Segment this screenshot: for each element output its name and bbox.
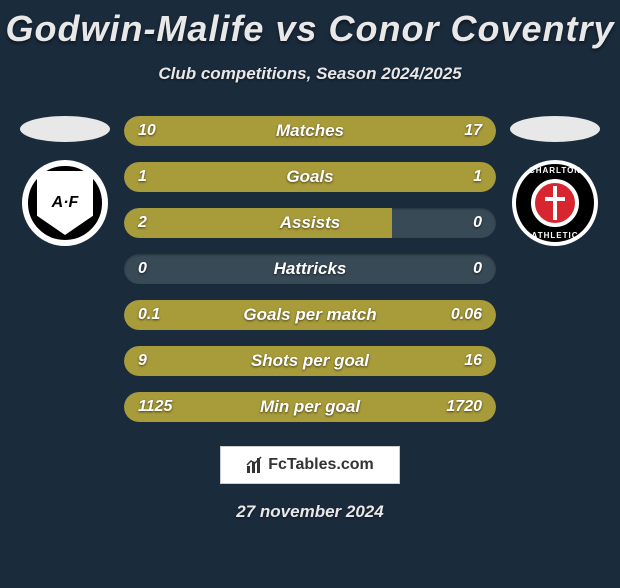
stat-row: 9Shots per goal16 [124,346,496,376]
stat-bars: 10Matches171Goals12Assists00Hattricks00.… [120,116,500,438]
stat-row: 2Assists0 [124,208,496,238]
chart-icon [246,456,264,474]
stat-row: 1Goals1 [124,162,496,192]
player-right-column: CHARLTON ATHLETIC [500,116,610,438]
badge-right-center-icon [531,179,579,227]
stat-value-right: 1 [473,162,482,192]
badge-left-shield-icon: A·F [37,171,93,235]
badge-right-text-top: CHARLTON [516,166,594,175]
comparison-body: A·F 10Matches171Goals12Assists00Hattrick… [0,116,620,438]
badge-right-text-bot: ATHLETIC [516,231,594,240]
stat-label: Hattricks [124,254,496,284]
footer-brand: FcTables.com [220,446,400,484]
stat-row: 0.1Goals per match0.06 [124,300,496,330]
comparison-subtitle: Club competitions, Season 2024/2025 [0,64,620,84]
stat-value-right: 1720 [446,392,482,422]
footer-brand-text: FcTables.com [268,456,374,474]
stat-label: Goals [124,162,496,192]
stat-value-right: 16 [464,346,482,376]
player-left-club-badge: A·F [22,160,108,246]
player-left-photo [20,116,110,142]
stat-value-right: 0 [473,208,482,238]
stat-row: 0Hattricks0 [124,254,496,284]
stat-value-right: 17 [464,116,482,146]
stat-label: Shots per goal [124,346,496,376]
sword-icon [553,186,557,220]
stat-row: 1125Min per goal1720 [124,392,496,422]
player-right-photo [510,116,600,142]
stat-row: 10Matches17 [124,116,496,146]
stat-label: Matches [124,116,496,146]
player-right-club-badge: CHARLTON ATHLETIC [512,160,598,246]
stat-value-right: 0 [473,254,482,284]
stat-label: Min per goal [124,392,496,422]
player-left-column: A·F [10,116,120,438]
comparison-title: Godwin-Malife vs Conor Coventry [0,8,620,50]
stat-value-right: 0.06 [451,300,482,330]
stat-label: Goals per match [124,300,496,330]
stat-label: Assists [124,208,496,238]
sword-hilt-icon [545,197,565,201]
footer-date: 27 november 2024 [0,502,620,522]
